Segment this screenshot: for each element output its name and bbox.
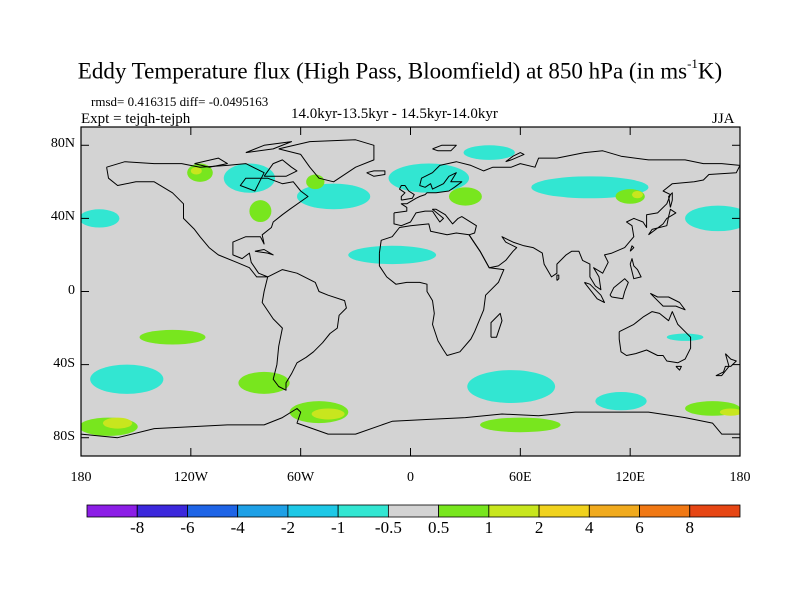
- coast-ellesmere: [245, 141, 292, 154]
- colorbar-bin: [588, 504, 640, 518]
- coast-baffin: [263, 159, 298, 177]
- coast-greenland: [278, 139, 375, 183]
- x-tick-label: 60E: [509, 470, 532, 485]
- coast-iceland: [366, 170, 386, 177]
- coast-sakhalin: [668, 192, 673, 208]
- coast-north-america: [106, 161, 309, 278]
- season-label: JJA: [712, 111, 735, 127]
- coast-south-america: [261, 269, 347, 391]
- colorbar-bin: [438, 504, 490, 518]
- title-superscript: -1: [687, 56, 698, 71]
- colorbar-label: -1: [331, 518, 346, 537]
- colorbar-bin: [538, 504, 590, 518]
- y-tick-label: 80N: [50, 136, 75, 152]
- colorbar-bin: [387, 504, 440, 518]
- colorbar-bin: [86, 504, 138, 518]
- patch-australia-cyan: [666, 333, 704, 341]
- colorbar: [86, 504, 741, 518]
- coast-antarctica: [81, 408, 740, 439]
- x-tick-label: 120E: [615, 470, 645, 485]
- colorbar-label: -4: [230, 518, 245, 537]
- coastline-layer: [81, 139, 740, 439]
- colorbar-bin: [237, 504, 289, 518]
- coast-philippines: [629, 258, 642, 280]
- colorbar-bin: [488, 504, 540, 518]
- colorbar-label: -6: [180, 518, 195, 537]
- coast-madagascar: [490, 312, 503, 338]
- coast-novaya-zemlya: [505, 152, 525, 163]
- patch-antarctic-green: [480, 417, 561, 433]
- stats-label: rmsd= 0.416315 diff= -0.0495163: [91, 94, 269, 109]
- colorbar-label: 1: [484, 518, 494, 537]
- x-tick-label: 180: [729, 470, 751, 485]
- patch-ne-pacific-cyan: [81, 209, 120, 228]
- patch-s-atlantic-yellow: [311, 408, 345, 420]
- colorbar-label: 4: [585, 518, 594, 537]
- patch-s-australia-cyan: [595, 392, 647, 411]
- y-tick-label: 80S: [53, 428, 75, 444]
- coast-sri-lanka: [556, 274, 560, 281]
- patch-arctic-cyan: [463, 145, 515, 160]
- plot-title: Eddy Temperature flux (High Pass, Bloomf…: [0, 56, 800, 85]
- coast-japan: [648, 208, 677, 236]
- axis-ticks: [80, 127, 741, 456]
- colorbar-label: 2: [534, 518, 544, 537]
- patch-greenland-green: [306, 174, 325, 190]
- colorbar-label: 6: [635, 518, 644, 537]
- colorbar-bin: [689, 504, 741, 518]
- anomaly-layer: [81, 145, 740, 436]
- colorbar-label: 8: [685, 518, 695, 537]
- coast-sumatra: [584, 281, 605, 303]
- experiment-label: Expt = tejqh-tejph: [81, 111, 191, 127]
- x-tick-label: 60W: [287, 470, 315, 485]
- patch-se-pacific-green: [238, 371, 290, 394]
- patch-s-pacific-yellow: [102, 417, 133, 429]
- patch-n-pacific-cyan: [685, 205, 740, 232]
- title-main: Eddy Temperature flux (High Pass, Bloomf…: [77, 58, 688, 84]
- patch-great-lakes-green: [249, 200, 272, 223]
- patch-central-asia-green: [448, 187, 482, 206]
- x-tick-label: 120W: [173, 470, 208, 485]
- coast-victoria-island: [194, 157, 228, 168]
- colorbar-bin: [187, 504, 239, 518]
- patch-scandinavia-cyan: [388, 163, 470, 193]
- patch-siberia-yellow: [631, 190, 643, 199]
- coast-australia: [618, 311, 692, 364]
- coast-britain: [399, 185, 415, 201]
- colorbar-bin: [337, 504, 389, 518]
- x-tick-label: 180: [70, 470, 92, 485]
- colorbar-bin: [287, 504, 339, 518]
- coast-taiwan: [629, 245, 635, 252]
- colorbar-bin: [136, 504, 188, 518]
- coast-new-zealand: [715, 353, 737, 377]
- colorbar-label: -2: [280, 518, 295, 537]
- y-tick-label: 40N: [50, 209, 75, 225]
- coast-tasmania: [675, 365, 682, 371]
- patch-canada-yellow: [190, 167, 202, 175]
- coast-svalbard: [432, 144, 457, 152]
- period-label: 14.0kyr-13.5kyr - 14.5kyr-14.0kyr: [291, 106, 498, 122]
- coast-new-guinea: [649, 292, 686, 311]
- coast-cuba: [254, 249, 274, 256]
- patch-s-pacific-green: [139, 329, 206, 345]
- colorbar-label: 0.5: [427, 518, 450, 537]
- title-end: K): [697, 58, 723, 84]
- y-tick-label: 0: [68, 282, 75, 298]
- patch-tasman-yellow: [719, 408, 740, 416]
- patch-s-indian-cyan: [467, 370, 556, 403]
- colorbar-label: -0.5: [374, 518, 402, 537]
- colorbar-label: -8: [130, 518, 145, 537]
- colorbar-bin: [639, 504, 691, 518]
- coast-borneo: [609, 278, 629, 300]
- patch-s-pacific-cyan: [90, 364, 164, 394]
- patch-sahara-cyan: [348, 245, 437, 265]
- patch-n-atlantic-cyan: [297, 183, 371, 210]
- y-tick-label: 40S: [53, 355, 75, 371]
- coast-africa: [378, 223, 505, 356]
- x-tick-label: 0: [407, 470, 414, 485]
